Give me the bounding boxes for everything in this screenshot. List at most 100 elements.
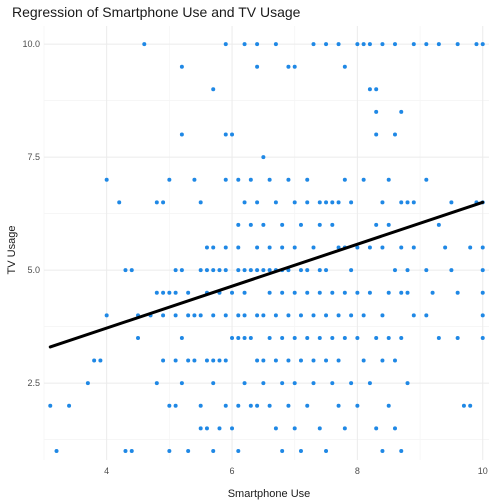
data-point: [261, 381, 266, 386]
data-point: [399, 448, 404, 453]
data-point: [367, 290, 372, 295]
data-point: [280, 448, 285, 453]
data-point: [223, 245, 228, 250]
data-point: [186, 448, 191, 453]
data-point: [198, 268, 203, 273]
data-point: [204, 268, 209, 273]
data-point: [336, 313, 341, 318]
data-point: [273, 200, 278, 205]
data-point: [336, 245, 341, 250]
data-point: [317, 290, 322, 295]
data-point: [311, 381, 316, 386]
data-point: [317, 426, 322, 431]
data-point: [405, 381, 410, 386]
data-point: [349, 268, 354, 273]
data-point: [98, 358, 103, 363]
data-point: [154, 381, 159, 386]
regression-line-group: [48, 200, 485, 349]
data-point: [223, 313, 228, 318]
data-point: [261, 268, 266, 273]
data-point: [342, 335, 347, 340]
data-point: [211, 381, 216, 386]
data-point: [292, 335, 297, 340]
data-point: [336, 358, 341, 363]
data-point: [311, 313, 316, 318]
data-point: [305, 290, 310, 295]
data-point: [342, 290, 347, 295]
data-point: [436, 222, 441, 227]
data-point: [367, 42, 372, 47]
data-point: [223, 132, 228, 137]
data-point: [349, 313, 354, 318]
x-tick-label: 10: [478, 466, 488, 476]
data-point: [161, 290, 166, 295]
data-point: [374, 335, 379, 340]
data-point: [311, 245, 316, 250]
data-point: [211, 358, 216, 363]
data-point: [179, 268, 184, 273]
data-point: [324, 200, 329, 205]
tick-labels: 4 6 8 10 2.5 5.0 7.5 10.0: [22, 39, 487, 476]
data-point: [386, 177, 391, 182]
data-point: [248, 222, 253, 227]
data-point: [255, 313, 260, 318]
data-point: [468, 245, 473, 250]
data-point: [192, 358, 197, 363]
data-point: [330, 222, 335, 227]
data-point: [179, 381, 184, 386]
y-tick-label: 7.5: [27, 152, 40, 162]
data-point: [305, 200, 310, 205]
data-point: [192, 313, 197, 318]
data-point: [392, 358, 397, 363]
data-point: [367, 381, 372, 386]
data-point: [380, 313, 385, 318]
data-point: [424, 313, 429, 318]
data-point: [230, 290, 235, 295]
data-point: [298, 448, 303, 453]
data-point: [236, 335, 241, 340]
data-point: [480, 42, 485, 47]
data-point: [292, 64, 297, 69]
data-point: [267, 245, 272, 250]
data-point: [305, 268, 310, 273]
data-point: [286, 64, 291, 69]
data-point: [273, 358, 278, 363]
data-point: [324, 358, 329, 363]
data-point: [186, 290, 191, 295]
data-point: [399, 290, 404, 295]
data-point: [236, 448, 241, 453]
data-point: [380, 200, 385, 205]
data-point: [198, 313, 203, 318]
data-point: [386, 403, 391, 408]
x-tick-label: 6: [230, 466, 235, 476]
data-point: [342, 64, 347, 69]
data-point: [286, 358, 291, 363]
data-point: [255, 200, 260, 205]
data-point: [280, 222, 285, 227]
data-point: [430, 290, 435, 295]
data-point: [104, 313, 109, 318]
regression-line: [48, 200, 485, 349]
data-point: [374, 109, 379, 114]
data-point: [374, 222, 379, 227]
data-point: [248, 268, 253, 273]
data-point: [324, 448, 329, 453]
data-point: [374, 132, 379, 137]
data-point: [455, 335, 460, 340]
data-point: [298, 313, 303, 318]
data-point: [198, 200, 203, 205]
data-point: [286, 403, 291, 408]
data-point: [399, 335, 404, 340]
data-point: [342, 426, 347, 431]
data-point: [48, 403, 53, 408]
data-point: [336, 403, 341, 408]
data-point: [399, 245, 404, 250]
data-point: [305, 177, 310, 182]
data-point: [217, 268, 222, 273]
data-point: [167, 448, 172, 453]
data-point: [255, 42, 260, 47]
data-point: [154, 200, 159, 205]
data-point: [179, 335, 184, 340]
data-point: [230, 335, 235, 340]
